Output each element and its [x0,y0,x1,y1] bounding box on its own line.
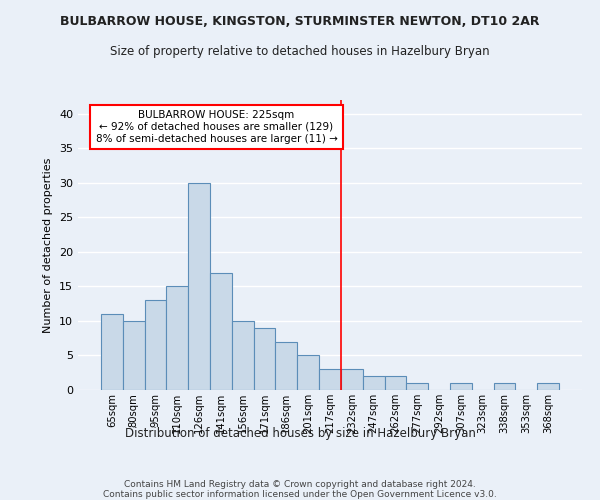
Bar [494,383,515,390]
Text: Distribution of detached houses by size in Hazelbury Bryan: Distribution of detached houses by size … [125,428,475,440]
Bar [385,376,406,390]
Bar [537,383,559,390]
Y-axis label: Number of detached properties: Number of detached properties [43,158,53,332]
Bar [188,183,210,390]
Bar [363,376,385,390]
Bar [145,300,166,390]
Bar [123,321,145,390]
Bar [101,314,123,390]
Bar [166,286,188,390]
Text: Contains HM Land Registry data © Crown copyright and database right 2024.
Contai: Contains HM Land Registry data © Crown c… [103,480,497,500]
Bar [275,342,297,390]
Bar [232,321,254,390]
Bar [254,328,275,390]
Bar [341,370,363,390]
Text: Size of property relative to detached houses in Hazelbury Bryan: Size of property relative to detached ho… [110,45,490,58]
Bar [319,370,341,390]
Bar [210,272,232,390]
Bar [297,356,319,390]
Text: BULBARROW HOUSE: 225sqm
← 92% of detached houses are smaller (129)
8% of semi-de: BULBARROW HOUSE: 225sqm ← 92% of detache… [95,110,337,144]
Bar [406,383,428,390]
Text: BULBARROW HOUSE, KINGSTON, STURMINSTER NEWTON, DT10 2AR: BULBARROW HOUSE, KINGSTON, STURMINSTER N… [60,15,540,28]
Bar [450,383,472,390]
